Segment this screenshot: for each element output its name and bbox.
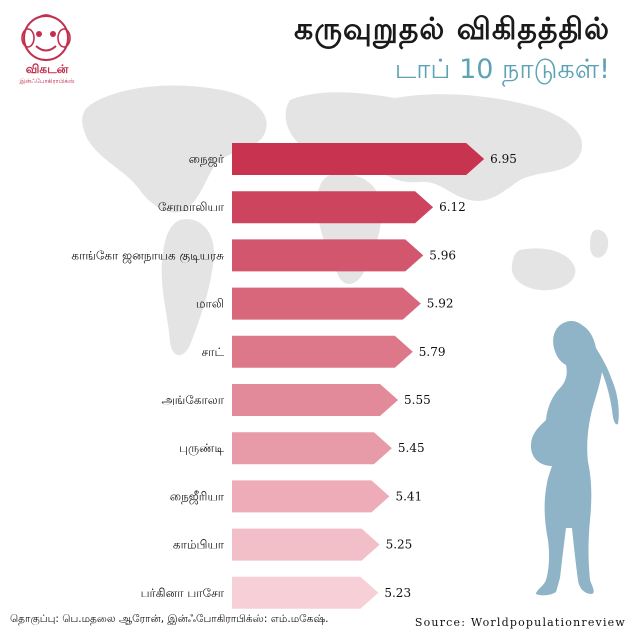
vikatan-logo [21, 14, 71, 61]
value-label-4: 5.79 [419, 345, 446, 359]
value-label-0: 6.95 [490, 152, 517, 166]
value-label-6: 5.45 [398, 441, 425, 455]
logo-tagline: இன்ஃபோகிராபிக்ஸ் [19, 78, 75, 85]
category-label-2: காங்கோ ஜனநாயக குடியரசு [71, 248, 224, 263]
logo-name: விகடன் [25, 62, 69, 76]
bars-group: நைஜர் 6.95 சோமாலியா 6.12 காங்கோ ஜனநாயக குடிய… [71, 143, 517, 609]
bar-6 [232, 432, 392, 465]
bar-5 [232, 384, 399, 416]
bar-1 [232, 191, 434, 224]
value-label-8: 5.25 [386, 538, 413, 552]
bar-3 [232, 287, 421, 320]
category-label-8: காம்பியா [173, 538, 225, 552]
value-label-5: 5.55 [404, 393, 431, 407]
value-label-9: 5.23 [384, 586, 411, 600]
page-title: கருவுறுதல் விகிதத்தில் [294, 12, 610, 47]
category-label-1: சோமாலியா [158, 200, 225, 214]
credits-text: தொகுப்பு: பெ.மதலை ஆரோன், இன்ஃபோகிராபிக்ஸ… [10, 613, 329, 625]
bar-0 [232, 143, 485, 175]
value-label-2: 5.96 [429, 248, 456, 262]
category-label-4: சாட் [202, 345, 225, 359]
page-subtitle: டாப் 10 நாடுகள்! [394, 54, 610, 85]
source-text: Source: Worldpopulationreview [414, 616, 626, 629]
bar-7 [232, 480, 390, 513]
value-label-1: 6.12 [439, 200, 466, 214]
bar-8 [232, 528, 380, 561]
bar-2 [232, 239, 424, 272]
bar-4 [232, 335, 413, 368]
category-label-3: மாலி [196, 297, 224, 311]
category-label-0: நைஜர் [189, 152, 225, 167]
value-label-3: 5.92 [427, 297, 454, 311]
value-label-7: 5.41 [395, 489, 422, 503]
category-label-5: அங்கோலா [161, 393, 224, 407]
category-label-9: பர்கினா பாசோ [141, 586, 225, 600]
category-label-6: புருண்டி [179, 441, 224, 456]
category-label-7: நைஜீரியா [170, 489, 225, 504]
bar-9 [232, 576, 379, 609]
